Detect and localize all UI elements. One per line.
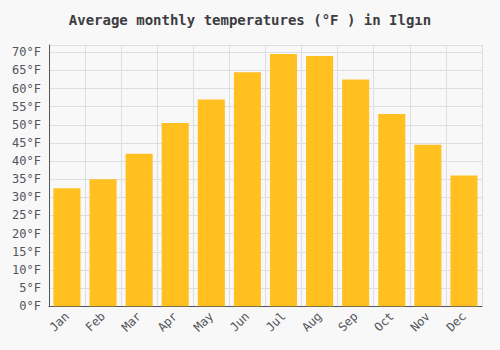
svg-text:May: May bbox=[191, 309, 216, 334]
svg-text:0°F: 0°F bbox=[19, 299, 41, 313]
svg-text:45°F: 45°F bbox=[12, 136, 41, 150]
svg-text:Jun: Jun bbox=[227, 309, 252, 334]
svg-text:65°F: 65°F bbox=[12, 63, 41, 77]
svg-text:Feb: Feb bbox=[83, 309, 108, 334]
svg-text:10°F: 10°F bbox=[12, 263, 41, 277]
svg-text:Apr: Apr bbox=[155, 309, 180, 334]
svg-text:20°F: 20°F bbox=[12, 227, 41, 241]
svg-text:Dec: Dec bbox=[444, 309, 469, 334]
svg-text:15°F: 15°F bbox=[12, 245, 41, 259]
svg-text:40°F: 40°F bbox=[12, 154, 41, 168]
svg-text:25°F: 25°F bbox=[12, 208, 41, 222]
svg-text:5°F: 5°F bbox=[19, 281, 41, 295]
svg-text:50°F: 50°F bbox=[12, 118, 41, 132]
svg-text:Nov: Nov bbox=[408, 309, 433, 334]
svg-text:70°F: 70°F bbox=[12, 45, 41, 59]
svg-text:Jan: Jan bbox=[47, 309, 72, 334]
svg-text:55°F: 55°F bbox=[12, 100, 41, 114]
svg-text:Average monthly temperatures (: Average monthly temperatures (°F ) in Il… bbox=[69, 12, 431, 28]
svg-text:Mar: Mar bbox=[119, 309, 144, 334]
svg-text:30°F: 30°F bbox=[12, 190, 41, 204]
svg-text:35°F: 35°F bbox=[12, 172, 41, 186]
svg-text:Sep: Sep bbox=[335, 309, 360, 334]
svg-text:Jul: Jul bbox=[263, 309, 288, 334]
svg-text:Aug: Aug bbox=[299, 309, 324, 334]
svg-text:60°F: 60°F bbox=[12, 82, 41, 96]
svg-text:Oct: Oct bbox=[372, 309, 397, 334]
